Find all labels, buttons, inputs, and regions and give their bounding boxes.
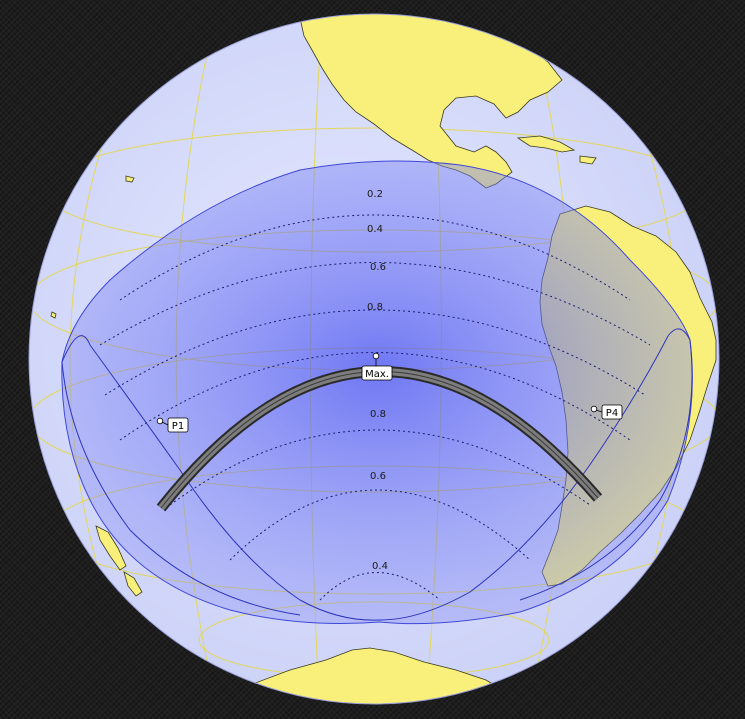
north-america-landmass: [299, 14, 563, 189]
mag-label-south-06: 0.6: [370, 471, 386, 482]
p4-label: P4: [606, 408, 618, 419]
mag-label-north-02: 0.2: [367, 189, 383, 200]
globe-outline: [28, 13, 720, 705]
mag-label-south-08: 0.8: [370, 409, 386, 420]
contact-markers: P1 P4 Max.: [156, 352, 623, 433]
max-marker: Max.: [361, 352, 393, 381]
penumbra-region: [61, 160, 693, 625]
mag-label-north-08: 0.8: [367, 302, 383, 313]
mag-label-north-04: 0.4: [367, 224, 383, 235]
caribbean-islands: [516, 135, 576, 153]
contact-curves: [61, 328, 693, 621]
max-label: Max.: [365, 369, 389, 380]
magnitude-contours: [99, 214, 651, 601]
new-zealand: [95, 525, 127, 571]
mag-label-north-06: 0.6: [370, 262, 386, 273]
magnitude-labels: 0.2 0.4 0.6 0.8 0.8 0.6 0.4: [367, 189, 388, 572]
p1-marker: P1: [156, 417, 189, 433]
p4-marker: P4: [590, 404, 623, 420]
p1-label: P1: [172, 421, 184, 432]
mag-label-south-04: 0.4: [372, 561, 388, 572]
